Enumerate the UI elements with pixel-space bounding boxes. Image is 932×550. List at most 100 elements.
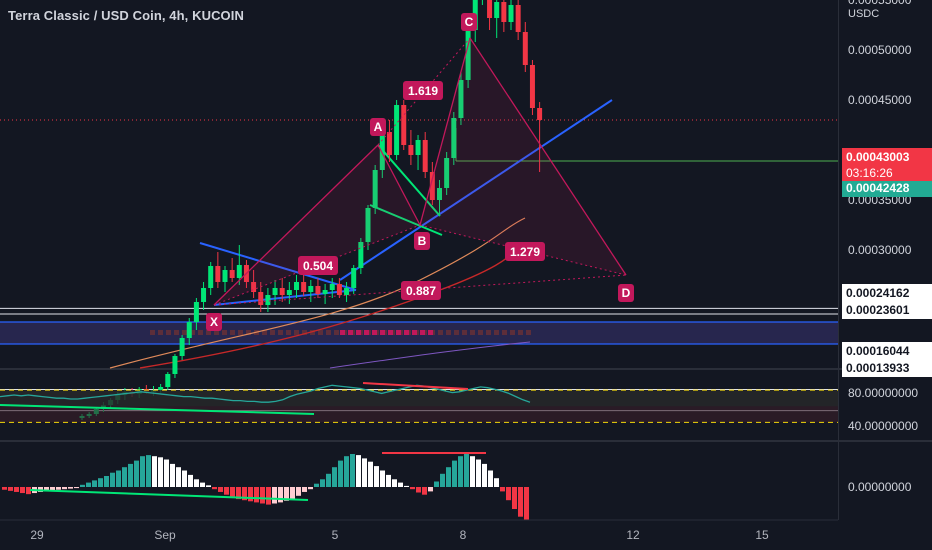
macd-bar bbox=[254, 487, 259, 503]
candle-body bbox=[358, 242, 364, 268]
candle-body bbox=[265, 295, 271, 305]
ratio-label: 1.279 bbox=[510, 245, 540, 259]
macd-bar bbox=[74, 487, 79, 489]
candle-body bbox=[279, 288, 285, 295]
currency-label: USDC bbox=[848, 8, 880, 20]
candle-body bbox=[444, 158, 450, 188]
macd-bar bbox=[296, 487, 301, 496]
ratio-badge bbox=[298, 256, 338, 275]
pattern-point-badge bbox=[206, 313, 222, 331]
ratio-badge bbox=[505, 242, 545, 261]
price-tag-label: 0.00013933 bbox=[846, 361, 910, 375]
pattern-leg bbox=[213, 144, 379, 306]
band-marker-active bbox=[420, 330, 425, 335]
band-marker bbox=[326, 330, 331, 335]
candle-body bbox=[465, 30, 471, 80]
time-tick-label: 8 bbox=[460, 528, 467, 542]
band-marker-active bbox=[404, 330, 409, 335]
macd-bar bbox=[500, 487, 505, 492]
pattern-leg bbox=[377, 144, 421, 226]
pattern-point-badge bbox=[370, 118, 386, 136]
pattern-leg bbox=[469, 37, 627, 276]
band-marker-active bbox=[372, 330, 377, 335]
macd-bar bbox=[62, 487, 67, 490]
macd-bar bbox=[242, 487, 247, 501]
band-marker bbox=[182, 330, 187, 335]
macd-bar bbox=[488, 470, 493, 487]
price-tag bbox=[842, 342, 932, 360]
macd-bar bbox=[518, 487, 523, 517]
macd-bar bbox=[284, 487, 289, 501]
macd-bar bbox=[476, 459, 481, 487]
ratio-badge bbox=[401, 281, 441, 300]
macd-bar bbox=[158, 457, 163, 487]
pattern-point-label: B bbox=[418, 234, 427, 248]
macd-bar bbox=[116, 470, 121, 487]
pattern-point-label: X bbox=[210, 315, 218, 329]
price-tag bbox=[842, 301, 932, 319]
candle-body bbox=[522, 32, 528, 65]
macd-bar bbox=[230, 487, 235, 497]
price-tick-label: 0.00055000 bbox=[848, 0, 912, 7]
macd-bar bbox=[98, 478, 103, 487]
candle-body bbox=[379, 132, 385, 170]
macd-divergence-line bbox=[29, 489, 309, 501]
macd-bar bbox=[350, 454, 355, 487]
macd-bar bbox=[224, 487, 229, 495]
ratio-label: 0.887 bbox=[406, 284, 436, 298]
candle-body bbox=[365, 208, 371, 242]
macd-tick-label: 0.00000000 bbox=[848, 480, 912, 494]
macd-bar bbox=[200, 482, 205, 487]
macd-bar bbox=[56, 487, 61, 490]
band-marker bbox=[166, 330, 171, 335]
candle-body bbox=[415, 140, 421, 155]
macd-bar bbox=[2, 487, 7, 490]
macd-bar bbox=[194, 479, 199, 487]
pattern-point-badge bbox=[414, 232, 430, 250]
band-marker bbox=[470, 330, 475, 335]
macd-bar bbox=[104, 476, 109, 487]
candles-layer bbox=[79, 0, 543, 420]
pattern-point-label: D bbox=[622, 286, 631, 300]
macd-bar bbox=[44, 487, 49, 491]
macd-bar bbox=[458, 456, 463, 487]
time-tick-label: 5 bbox=[332, 528, 339, 542]
band-marker bbox=[158, 330, 163, 335]
macd-bar bbox=[164, 459, 169, 487]
band-marker bbox=[310, 330, 315, 335]
candle-body bbox=[508, 5, 514, 22]
macd-bar bbox=[338, 460, 343, 487]
band-marker bbox=[518, 330, 523, 335]
price-tag-label: 0.00016044 bbox=[846, 344, 910, 358]
candle-body bbox=[437, 188, 442, 200]
band-marker bbox=[262, 330, 267, 335]
candle-body bbox=[229, 270, 235, 278]
macd-bar bbox=[86, 482, 91, 487]
pattern-triangle bbox=[214, 145, 420, 305]
channel-green bbox=[377, 144, 441, 217]
price-tick-label: 0.00030000 bbox=[848, 243, 912, 257]
macd-bar bbox=[266, 487, 271, 505]
panel-divider bbox=[0, 440, 932, 442]
band-marker bbox=[190, 330, 195, 335]
price-tag bbox=[842, 148, 932, 166]
trendline-blue-long bbox=[339, 99, 613, 281]
band-marker bbox=[246, 330, 251, 335]
macd-bar bbox=[248, 487, 253, 502]
macd-bar bbox=[362, 458, 367, 487]
channel-green bbox=[369, 204, 443, 236]
macd-bar bbox=[122, 467, 127, 487]
candle-body bbox=[222, 270, 228, 282]
macd-bar bbox=[446, 467, 451, 487]
macd-bar bbox=[278, 487, 283, 503]
ratio-label: 1.619 bbox=[408, 84, 438, 98]
macd-bar bbox=[440, 473, 445, 487]
chart-title: Terra Classic / USD Coin, 4h, KUCOIN bbox=[8, 8, 244, 23]
drawing-lines bbox=[109, 99, 613, 369]
time-axis-bg bbox=[0, 520, 932, 550]
macd-bar bbox=[14, 487, 19, 492]
candle-body bbox=[172, 356, 178, 374]
band-marker bbox=[230, 330, 235, 335]
band-marker-active bbox=[356, 330, 361, 335]
